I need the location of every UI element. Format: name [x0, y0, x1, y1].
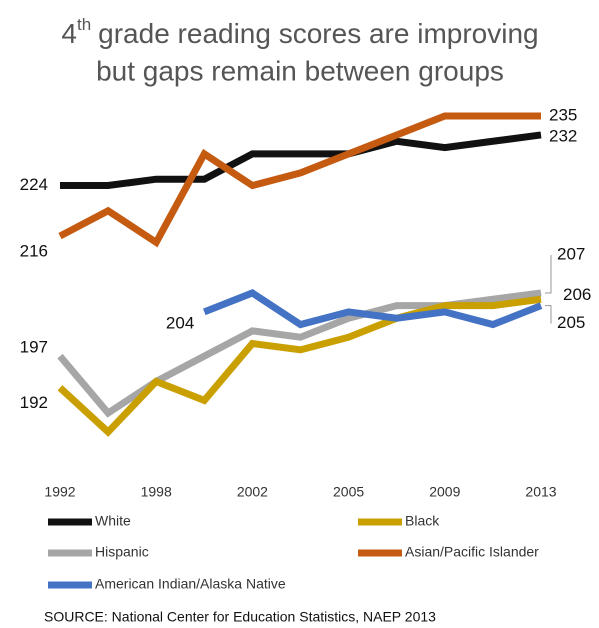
- title-superscript: th: [77, 15, 91, 34]
- legend-label: White: [95, 513, 131, 529]
- start-label: 192: [20, 393, 48, 412]
- source: SOURCE: National Center for Education St…: [44, 609, 436, 625]
- legend-label: Hispanic: [95, 544, 149, 560]
- title-number: 4: [61, 18, 77, 49]
- leader-line: [545, 305, 552, 324]
- x-tick-label: 2009: [429, 484, 460, 500]
- end-label: 235: [549, 105, 577, 124]
- x-tick-label: 2002: [237, 484, 268, 500]
- leader-line: [545, 254, 552, 294]
- line-3: [58, 112, 541, 248]
- x-tick-label: 1992: [44, 484, 75, 500]
- start-label: 216: [20, 242, 48, 261]
- line-1: [57, 295, 542, 437]
- start-label: 224: [20, 175, 48, 194]
- legend-label: American Indian/Alaska Native: [95, 576, 286, 592]
- x-tick-label: 2005: [333, 484, 364, 500]
- end-label: 205: [557, 313, 585, 332]
- chart-title: but gaps remain between groups: [96, 55, 504, 86]
- end-label: 207: [557, 244, 585, 263]
- legend-label: Asian/Pacific Islander: [405, 544, 539, 560]
- start-label: 197: [20, 338, 48, 357]
- end-label: 232: [549, 126, 577, 145]
- legend-label: Black: [405, 513, 440, 529]
- x-tick-label: 1998: [141, 484, 172, 500]
- line-4: [203, 289, 543, 329]
- x-tick-label: 2013: [525, 484, 556, 500]
- title-line-1: grade reading scores are improving: [98, 18, 538, 49]
- end-label: 206: [563, 285, 591, 304]
- chart-title: 4th grade reading scores are improving: [61, 15, 538, 49]
- start-label: 204: [166, 313, 194, 332]
- line-0: [60, 131, 542, 190]
